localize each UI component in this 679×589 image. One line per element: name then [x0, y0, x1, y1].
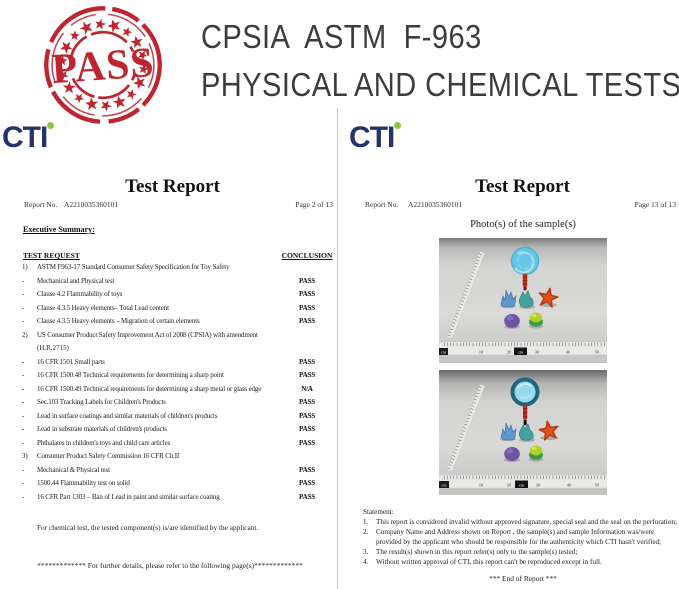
pass-stamp: PASS	[44, 6, 162, 124]
teal-toy	[518, 423, 534, 441]
cti-logo-text: CTI	[2, 121, 48, 154]
page-number-right: Page 13 of 13	[634, 200, 676, 209]
svg-text:30: 30	[535, 350, 539, 355]
photos-heading: Photo(s) of the sample(s)	[470, 219, 576, 230]
banner-title-line1: CPSIA ASTM F-963	[201, 18, 482, 55]
table-row: -16 CFR 1500.48 Technical requirements f…	[22, 371, 315, 379]
further-details-footer: ************* For further details, pleas…	[37, 561, 303, 570]
vertical-ruler	[446, 383, 486, 473]
report-no-label-left: Report No.	[24, 200, 58, 209]
horizontal-ruler: cm cm 10 20 30 40 50	[439, 341, 607, 356]
cti-logo-text: CTI	[349, 121, 395, 154]
table-row: -16 CFR 1501 Small parts PASS	[22, 357, 315, 366]
net-toy	[510, 377, 540, 426]
table-row: - Lead in substrate materials of children…	[22, 425, 315, 433]
svg-text:10: 10	[479, 350, 483, 355]
svg-text:cm: cm	[519, 482, 525, 487]
banner-title-line2: PHYSICAL AND CHEMICAL TESTS	[201, 66, 679, 103]
green-toy	[529, 312, 543, 327]
chemical-test-note: For chemical test, the tested component(…	[37, 523, 259, 532]
left-page-title: Test Report	[125, 176, 220, 197]
statement-heading: Statement:	[363, 508, 394, 516]
svg-text:50: 50	[595, 350, 599, 355]
report-no-value-right: A2210035360101	[408, 200, 463, 209]
sample-photo-1: cm cm 10 20 30 40 50	[439, 238, 607, 363]
statement-item: 1. This report is considered invalid wit…	[363, 517, 677, 526]
cti-logo-right: CTI	[349, 121, 401, 154]
table-row: - Clause 4.3.5 Heavy elements – Migration…	[22, 317, 315, 325]
table-row: - Sec.103 Tracking Labels for Children's …	[22, 398, 315, 406]
svg-text:30: 30	[536, 483, 540, 488]
statement-item: 3. The result(s) shown in this report re…	[363, 547, 578, 556]
green-toy	[529, 445, 543, 460]
executive-summary-heading: Executive Summary:	[23, 225, 95, 234]
table-row: - Mechanical & Physical test PASS	[22, 465, 315, 474]
cti-logo-dot	[394, 122, 401, 129]
table-row: 1) ASTM F963-17 Standard Consumer Safety …	[22, 263, 230, 271]
table-row: - Lead in surface coatings and similar ma…	[22, 411, 315, 420]
purple-toy	[504, 447, 520, 461]
purple-toy	[504, 314, 520, 328]
table-row: - Mechanical and Physical test PASS	[22, 276, 315, 285]
svg-text:10: 10	[479, 483, 483, 488]
report-no-value-left: A2210035360101	[64, 200, 119, 209]
svg-text:cm: cm	[518, 349, 524, 354]
svg-text:20: 20	[507, 350, 511, 355]
statement-item: 2. Company Name and Address shown on Rep…	[363, 527, 662, 546]
cti-logo-left: CTI	[2, 121, 54, 154]
column-header-test-request: TEST REQUEST	[23, 251, 80, 260]
end-of-report-label: *** End of Report ***	[489, 574, 557, 583]
table-row: - Phthalates in children's toys and child…	[22, 438, 315, 447]
table-row: - Clause 4.3.5 Heavy elements– Total Lead…	[22, 303, 315, 312]
horizontal-ruler: cm cm 10 20 30 40 50	[439, 474, 607, 489]
teal-toy	[518, 290, 534, 308]
column-header-conclusion: CONCLUSION	[281, 251, 333, 260]
report-no-label-right: Report No.	[365, 200, 399, 209]
table-row-continuation: (H.R.2715)	[37, 344, 69, 352]
table-row: 3) Consumer Product Safety Commission 16 …	[22, 452, 180, 460]
vertical-ruler	[446, 250, 486, 340]
svg-text:40: 40	[567, 483, 571, 488]
net-toy	[510, 246, 540, 291]
statement-item: 4. Without written approval of CTI, this…	[363, 557, 602, 566]
svg-text:40: 40	[566, 350, 570, 355]
svg-text:50: 50	[595, 483, 599, 488]
blue-spiky-toy	[500, 289, 517, 308]
stamp-text: PASS	[50, 39, 156, 93]
blue-spiky-toy	[500, 422, 517, 441]
statement-section: Statement: 1. This report is considered …	[363, 508, 678, 567]
table-row: - Clause 4.2 Flammability of toys PASS	[22, 290, 315, 298]
right-page-title: Test Report	[475, 176, 570, 197]
table-row: 2) US Consumer Product Safety Improvement…	[22, 330, 258, 339]
page-edge-divider	[337, 108, 338, 589]
sample-photo-2: cm cm 10 20 30 40 50	[439, 370, 607, 495]
table-row: -16 CFR Part 1303 – Ban of Lead in paint…	[22, 492, 315, 501]
table-row: -16 CFR 1500.49 Technical requirements f…	[22, 384, 313, 393]
svg-text:cm: cm	[442, 483, 448, 488]
test-request-table: 1) ASTM F963-17 Standard Consumer Safety …	[0, 261, 337, 504]
table-row: -1500.44 Flammability test on solid PASS	[22, 479, 315, 487]
page-number-left: Page 2 of 13	[295, 200, 333, 209]
cti-logo-dot	[47, 122, 54, 129]
svg-text:20: 20	[507, 483, 511, 488]
svg-text:cm: cm	[441, 350, 447, 355]
